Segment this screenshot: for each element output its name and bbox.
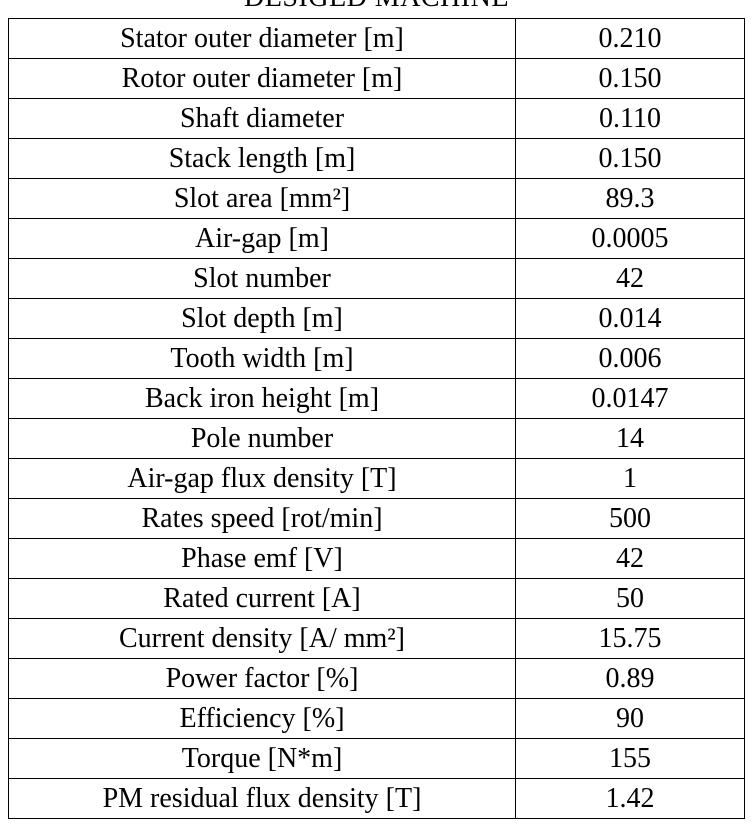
table-row: Tooth width [m] 0.006 — [8, 338, 745, 379]
parameter-cell: Stack length [m] — [8, 138, 516, 179]
value-cell: 89.3 — [515, 178, 745, 219]
value-cell: 0.150 — [515, 58, 745, 99]
table-row: Rated current [A] 50 — [8, 578, 745, 619]
value-cell: 0.014 — [515, 298, 745, 339]
parameter-cell: Phase emf [V] — [8, 538, 516, 579]
table-row: Slot depth [m] 0.014 — [8, 298, 745, 339]
value-cell: 0.0005 — [515, 218, 745, 259]
parameter-cell: Tooth width [m] — [8, 338, 516, 379]
value-cell: 0.0147 — [515, 378, 745, 419]
table-row: Stack length [m] 0.150 — [8, 138, 745, 179]
table-row: Slot area [mm²] 89.3 — [8, 178, 745, 219]
value-cell: 14 — [515, 418, 745, 459]
value-cell: 1.42 — [515, 778, 745, 819]
value-cell: 42 — [515, 538, 745, 579]
table-row: Efficiency [%] 90 — [8, 698, 745, 739]
value-cell: 155 — [515, 738, 745, 779]
table-row: Pole number 14 — [8, 418, 745, 459]
value-cell: 42 — [515, 258, 745, 299]
parameter-cell: Power factor [%] — [8, 658, 516, 699]
parameter-cell: Back iron height [m] — [8, 378, 516, 419]
parameter-cell: Stator outer diameter [m] — [8, 18, 516, 59]
table: Stator outer diameter [m] 0.210 Rotor oute… — [8, 18, 745, 819]
value-cell: 0.110 — [515, 98, 745, 139]
value-cell: 90 — [515, 698, 745, 739]
value-cell: 0.006 — [515, 338, 745, 379]
parameter-cell: Slot number — [8, 258, 516, 299]
parameter-cell: Shaft diameter — [8, 98, 516, 139]
parameter-cell: Efficiency [%] — [8, 698, 516, 739]
parameter-cell: Current density [A/ mm²] — [8, 618, 516, 659]
table-title: DESIGED MACHINE — [0, 0, 753, 13]
parameter-cell: Air-gap [m] — [8, 218, 516, 259]
table-row: Slot number 42 — [8, 258, 745, 299]
parameter-cell: Pole number — [8, 418, 516, 459]
value-cell: 0.89 — [515, 658, 745, 699]
table-row: Back iron height [m] 0.0147 — [8, 378, 745, 419]
value-cell: 0.210 — [515, 18, 745, 59]
table-row: Phase emf [V] 42 — [8, 538, 745, 579]
table-row: Power factor [%] 0.89 — [8, 658, 745, 699]
parameter-cell: Torque [N*m] — [8, 738, 516, 779]
value-cell: 15.75 — [515, 618, 745, 659]
value-cell: 0.150 — [515, 138, 745, 179]
value-cell: 50 — [515, 578, 745, 619]
table-row: PM residual flux density [T] 1.42 — [8, 778, 745, 819]
parameter-cell: PM residual flux density [T] — [8, 778, 516, 819]
table-row: Rotor outer diameter [m] 0.150 — [8, 58, 745, 99]
parameter-cell: Air-gap flux density [T] — [8, 458, 516, 499]
value-cell: 1 — [515, 458, 745, 499]
parameter-cell: Slot area [mm²] — [8, 178, 516, 219]
table-row: Stator outer diameter [m] 0.210 — [8, 18, 745, 59]
parameter-cell: Slot depth [m] — [8, 298, 516, 339]
table-row: Air-gap [m] 0.0005 — [8, 218, 745, 259]
table-row: Torque [N*m] 155 — [8, 738, 745, 779]
table-row: Rates speed [rot/min] 500 — [8, 498, 745, 539]
parameter-cell: Rated current [A] — [8, 578, 516, 619]
table-row: Current density [A/ mm²] 15.75 — [8, 618, 745, 659]
table-row: Shaft diameter 0.110 — [8, 98, 745, 139]
table-row: Air-gap flux density [T] 1 — [8, 458, 745, 499]
parameter-cell: Rotor outer diameter [m] — [8, 58, 516, 99]
parameter-cell: Rates speed [rot/min] — [8, 498, 516, 539]
value-cell: 500 — [515, 498, 745, 539]
